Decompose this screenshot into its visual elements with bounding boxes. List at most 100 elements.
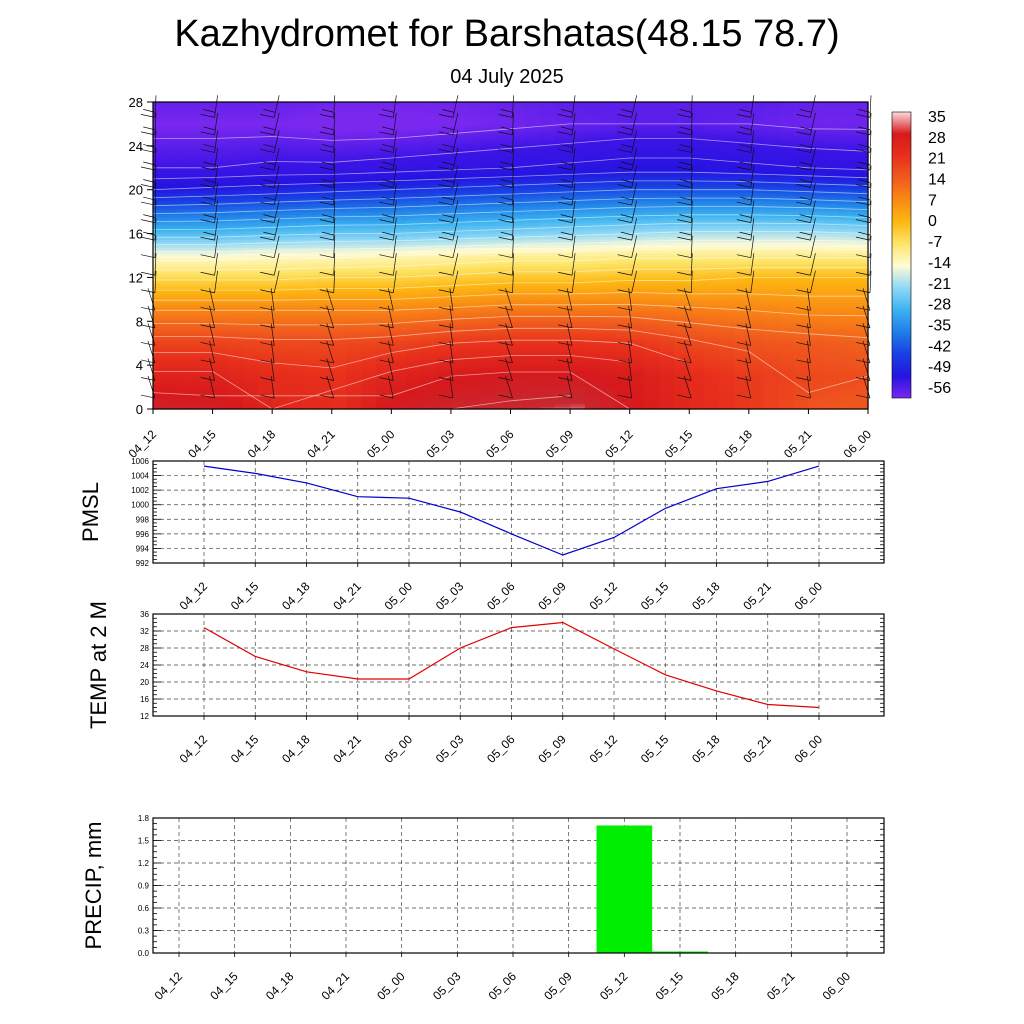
heatmap-cell	[406, 406, 422, 410]
heatmap-cell	[346, 170, 363, 174]
heatmap-cell	[778, 378, 795, 383]
heatmap-cell	[525, 102, 541, 106]
heatmap-cell	[704, 250, 720, 254]
heatmap-cell	[614, 406, 631, 410]
heatmap-cell	[212, 285, 229, 289]
heatmap-cell	[197, 140, 214, 144]
heatmap-cell	[719, 148, 735, 152]
heatmap-cell	[644, 112, 661, 117]
heatmap-cell	[301, 247, 318, 251]
heatmap-cell	[495, 260, 512, 265]
heatmap-cell	[197, 151, 214, 155]
heatmap-cell	[346, 403, 363, 407]
heatmap-cell	[704, 159, 720, 163]
heatmap-cell	[719, 137, 735, 141]
heatmap-cell	[808, 310, 824, 314]
heatmap-cell	[227, 362, 243, 366]
heatmap-cell	[808, 354, 824, 358]
heatmap-cell	[793, 285, 810, 289]
heatmap-cell	[733, 151, 750, 155]
heatmap-cell	[599, 208, 616, 213]
heatmap-cell	[346, 370, 363, 374]
heatmap-cell	[495, 406, 512, 410]
heatmap-cell	[331, 178, 348, 183]
heatmap-cell	[272, 126, 288, 131]
heatmap-cell	[391, 228, 407, 232]
heatmap-cell	[182, 378, 199, 383]
heatmap-cell	[495, 244, 512, 248]
heatmap-cell	[227, 293, 243, 298]
heatmap-cell	[704, 307, 720, 311]
heatmap-cell	[406, 293, 422, 298]
heatmap-cell	[689, 307, 705, 311]
heatmap-cell	[495, 219, 512, 224]
heatmap-cell	[331, 145, 348, 150]
heatmap-cell	[763, 178, 780, 183]
heatmap-cell	[376, 280, 392, 284]
heatmap-cell	[361, 178, 378, 183]
heatmap-cell	[421, 197, 437, 202]
heatmap-cell	[540, 151, 556, 155]
heatmap-cell	[242, 206, 258, 210]
heatmap-cell	[748, 148, 765, 152]
heatmap-cell	[480, 395, 497, 399]
heatmap-cell	[361, 219, 378, 224]
heatmap-cell	[555, 189, 571, 194]
heatmap-cell	[331, 192, 348, 196]
heatmap-cell	[212, 356, 229, 361]
heatmap-cell	[570, 145, 586, 150]
heatmap-cell	[525, 126, 541, 131]
heatmap-cell	[316, 195, 333, 199]
heatmap-cell	[599, 176, 616, 180]
heatmap-cell	[361, 244, 378, 248]
heatmap-cell	[689, 178, 705, 183]
heatmap-cell	[614, 285, 631, 289]
heatmap-cell	[674, 351, 690, 355]
heatmap-cell	[674, 244, 690, 248]
heatmap-cell	[406, 203, 422, 207]
heatmap-cell	[763, 200, 780, 205]
heatmap-cell	[480, 225, 497, 229]
heatmap-cell	[555, 206, 571, 210]
heatmap-cell	[361, 302, 378, 306]
heatmap-cell	[614, 403, 631, 407]
heatmap-cell	[197, 400, 214, 405]
heatmap-cell	[197, 137, 214, 141]
heatmap-cell	[406, 159, 422, 163]
heatmap-cell	[570, 134, 586, 139]
heatmap-cell	[316, 389, 333, 394]
heatmap-cell	[689, 250, 705, 254]
heatmap-cell	[629, 156, 646, 161]
heatmap-cell	[719, 340, 735, 344]
heatmap-cell	[793, 118, 810, 122]
heatmap-cell	[495, 365, 512, 369]
heatmap-cell	[346, 395, 363, 399]
heatmap-cell	[421, 356, 437, 361]
heatmap-cell	[570, 260, 586, 265]
heatmap-cell	[555, 260, 571, 265]
heatmap-cell	[421, 326, 437, 331]
heatmap-cell	[450, 132, 467, 136]
heatmap-cell	[599, 195, 616, 199]
heatmap-cell	[763, 233, 780, 237]
heatmap-cell	[704, 329, 720, 333]
heatmap-cell	[614, 132, 631, 136]
heatmap-cell	[376, 137, 392, 141]
heatmap-cell	[346, 280, 363, 284]
heatmap-cell	[227, 318, 243, 322]
heatmap-cell	[599, 318, 616, 322]
heatmap-cell	[391, 340, 407, 344]
heatmap-cell	[629, 137, 646, 141]
heatmap-cell	[421, 156, 437, 161]
heatmap-cell	[659, 228, 675, 232]
heatmap-cell	[555, 110, 571, 114]
heatmap-cell	[465, 112, 482, 117]
heatmap-cell	[719, 197, 735, 202]
heatmap-cell	[301, 143, 318, 147]
heatmap-cell	[421, 107, 437, 111]
heatmap-cell	[167, 318, 184, 322]
heatmap-cell	[212, 167, 229, 172]
heatmap-cell	[584, 219, 601, 224]
heatmap-cell	[599, 217, 616, 221]
